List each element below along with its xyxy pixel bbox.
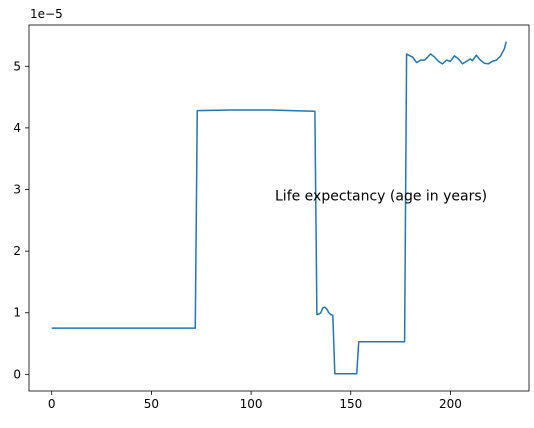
y-axis-offset-label: 1e−5 xyxy=(30,7,63,21)
x-tick-label-100: 100 xyxy=(240,397,263,411)
annotation-label: Life expectancy (age in years) xyxy=(275,189,487,205)
axes-frame xyxy=(28,24,530,392)
y-tick-label-4: 4 xyxy=(13,121,21,135)
plot-area: 0 50 100 150 200 0 1 2 3 4 5 Life expectancy (age i… xyxy=(13,24,530,411)
series-line-0 xyxy=(51,41,507,375)
x-tick-label-150: 150 xyxy=(339,397,362,411)
y-tick-label-2: 2 xyxy=(13,244,21,258)
y-tick-label-3: 3 xyxy=(13,183,21,197)
x-tick-label-50: 50 xyxy=(144,397,159,411)
y-tick-label-5: 5 xyxy=(13,59,21,73)
y-tick-label-0: 0 xyxy=(13,367,21,381)
x-tick-label-200: 200 xyxy=(439,397,462,411)
x-tick-label-0: 0 xyxy=(48,397,56,411)
y-tick-label-1: 1 xyxy=(13,306,21,320)
